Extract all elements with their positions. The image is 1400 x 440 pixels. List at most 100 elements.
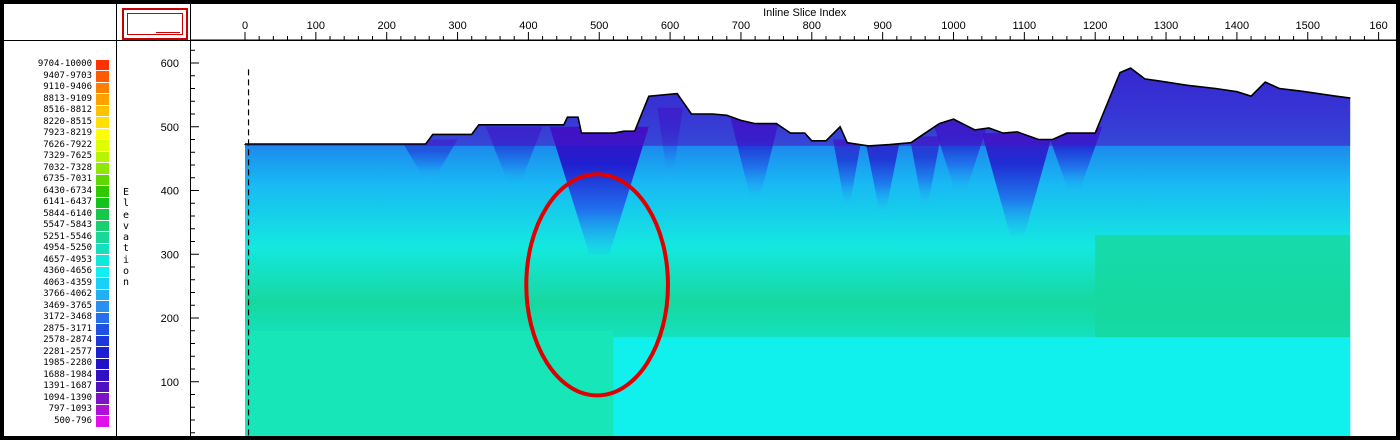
legend-swatch bbox=[96, 278, 109, 289]
legend-label: 9407-9703 bbox=[43, 70, 92, 81]
legend-swatch bbox=[96, 220, 109, 231]
heatmap-valley bbox=[981, 133, 1053, 236]
legend-entry: 500-796 bbox=[4, 416, 116, 428]
legend-label: 1391-1687 bbox=[43, 381, 92, 391]
y-tick-label: 500 bbox=[161, 122, 179, 134]
legend-label: 8813-9109 bbox=[43, 93, 92, 104]
y-tick-label: 300 bbox=[161, 249, 179, 261]
legend-entry: 6141-6437 bbox=[4, 197, 116, 209]
x-tick-label: 300 bbox=[448, 20, 466, 32]
legend-entry: 3172-3468 bbox=[4, 312, 116, 324]
legend-label: 8516-8812 bbox=[43, 105, 92, 115]
legend-entry: 8220-8515 bbox=[4, 117, 116, 129]
x-axis-title: Inline Slice Index bbox=[763, 7, 847, 19]
legend-label: 7329-7625 bbox=[43, 151, 92, 161]
legend-entry: 7923-8219 bbox=[4, 128, 116, 140]
legend-swatch bbox=[96, 381, 109, 392]
legend-label: 1688-1984 bbox=[43, 369, 92, 380]
legend-swatch bbox=[96, 393, 109, 404]
legend-entry: 797-1093 bbox=[4, 404, 116, 416]
legend-label: 4360-4656 bbox=[43, 266, 92, 276]
heatmap-valley bbox=[400, 139, 458, 178]
legend-entry: 2875-3171 bbox=[4, 324, 116, 336]
legend-label: 2578-2874 bbox=[43, 335, 92, 345]
legend-swatch bbox=[96, 289, 109, 300]
legend-entry: 8813-9109 bbox=[4, 94, 116, 106]
legend-entry: 7626-7922 bbox=[4, 140, 116, 152]
legend-entry: 5547-5843 bbox=[4, 220, 116, 232]
legend-entry: 6735-7031 bbox=[4, 174, 116, 186]
heatmap-valley bbox=[833, 139, 862, 204]
legend-entry: 4063-4359 bbox=[4, 278, 116, 290]
legend-label: 6735-7031 bbox=[43, 174, 92, 184]
yaxis-divider bbox=[190, 4, 191, 436]
legend-swatch bbox=[96, 59, 109, 70]
heatmap-valley bbox=[549, 126, 649, 255]
legend-entry: 1391-1687 bbox=[4, 381, 116, 393]
legend-swatch bbox=[96, 370, 109, 381]
x-tick-label: 200 bbox=[378, 20, 396, 32]
legend-label: 1985-2280 bbox=[43, 358, 92, 368]
y-tick-label: 600 bbox=[161, 58, 179, 70]
legend-entry: 9704-10000 bbox=[4, 59, 116, 71]
legend-entry: 5251-5546 bbox=[4, 232, 116, 244]
legend-swatch bbox=[96, 255, 109, 266]
legend-label: 2281-2577 bbox=[43, 346, 92, 357]
legend-swatch bbox=[96, 151, 109, 162]
overview-thumbnail[interactable] bbox=[122, 8, 188, 40]
legend-entry: 9407-9703 bbox=[4, 71, 116, 83]
legend-swatch bbox=[96, 82, 109, 93]
legend-entry: 6430-6734 bbox=[4, 186, 116, 198]
legend-label: 9110-9406 bbox=[43, 82, 92, 92]
legend-entry: 3469-3765 bbox=[4, 301, 116, 313]
legend-swatch bbox=[96, 416, 109, 427]
x-tick-label: 1500 bbox=[1296, 20, 1320, 32]
legend-entry: 1688-1984 bbox=[4, 370, 116, 382]
legend-swatch bbox=[96, 335, 109, 346]
heatmap-band bbox=[1095, 235, 1351, 338]
x-tick-label: 100 bbox=[307, 20, 325, 32]
legend-label: 1094-1390 bbox=[43, 392, 92, 403]
legend-swatch bbox=[96, 358, 109, 369]
legend-label: 4063-4359 bbox=[43, 277, 92, 288]
legend-swatch bbox=[96, 209, 109, 220]
legend-swatch bbox=[96, 186, 109, 197]
legend-swatch bbox=[96, 232, 109, 243]
legend-entry: 8516-8812 bbox=[4, 105, 116, 117]
legend-label: 7032-7328 bbox=[43, 162, 92, 173]
x-tick-label: 1000 bbox=[941, 20, 965, 32]
x-tick-label: 900 bbox=[873, 20, 891, 32]
x-tick-label: 160 bbox=[1369, 20, 1387, 32]
legend-label: 6141-6437 bbox=[43, 197, 92, 207]
x-tick-label: 700 bbox=[732, 20, 750, 32]
legend-label: 9704-10000 bbox=[37, 59, 92, 69]
x-tick-label: 1100 bbox=[1013, 20, 1037, 32]
legend-swatch bbox=[96, 71, 109, 82]
legend-entry: 2578-2874 bbox=[4, 335, 116, 347]
legend-swatch bbox=[96, 117, 109, 128]
heatmap-chart: 0 100 200 300 400 500 600 700 800 900 1000 1100 1200… bbox=[161, 7, 1396, 436]
heatmap-surface-layer bbox=[245, 68, 1351, 146]
legend-entry: 5844-6140 bbox=[4, 209, 116, 221]
legend-label: 500-796 bbox=[54, 415, 92, 426]
legend-swatch bbox=[96, 266, 109, 277]
legend-swatch bbox=[96, 197, 109, 208]
legend-label: 3172-3468 bbox=[43, 312, 92, 322]
legend-label: 6430-6734 bbox=[43, 185, 92, 196]
legend-label: 8220-8515 bbox=[43, 116, 92, 127]
legend-swatch bbox=[96, 347, 109, 358]
y-tick-label: 100 bbox=[161, 377, 179, 389]
legend-divider bbox=[116, 4, 117, 436]
y-tick-label: 400 bbox=[161, 186, 179, 198]
x-tick-label: 500 bbox=[590, 20, 608, 32]
legend-label: 797-1093 bbox=[48, 404, 92, 414]
legend-label: 5251-5546 bbox=[43, 231, 92, 242]
heatmap-valley bbox=[864, 138, 901, 210]
legend-label: 4657-4953 bbox=[43, 254, 92, 265]
x-tick-label: 1300 bbox=[1154, 20, 1178, 32]
legend-swatch bbox=[96, 94, 109, 105]
legend-entry: 4360-4656 bbox=[4, 266, 116, 278]
legend-entry: 2281-2577 bbox=[4, 347, 116, 359]
legend-swatch bbox=[96, 324, 109, 335]
